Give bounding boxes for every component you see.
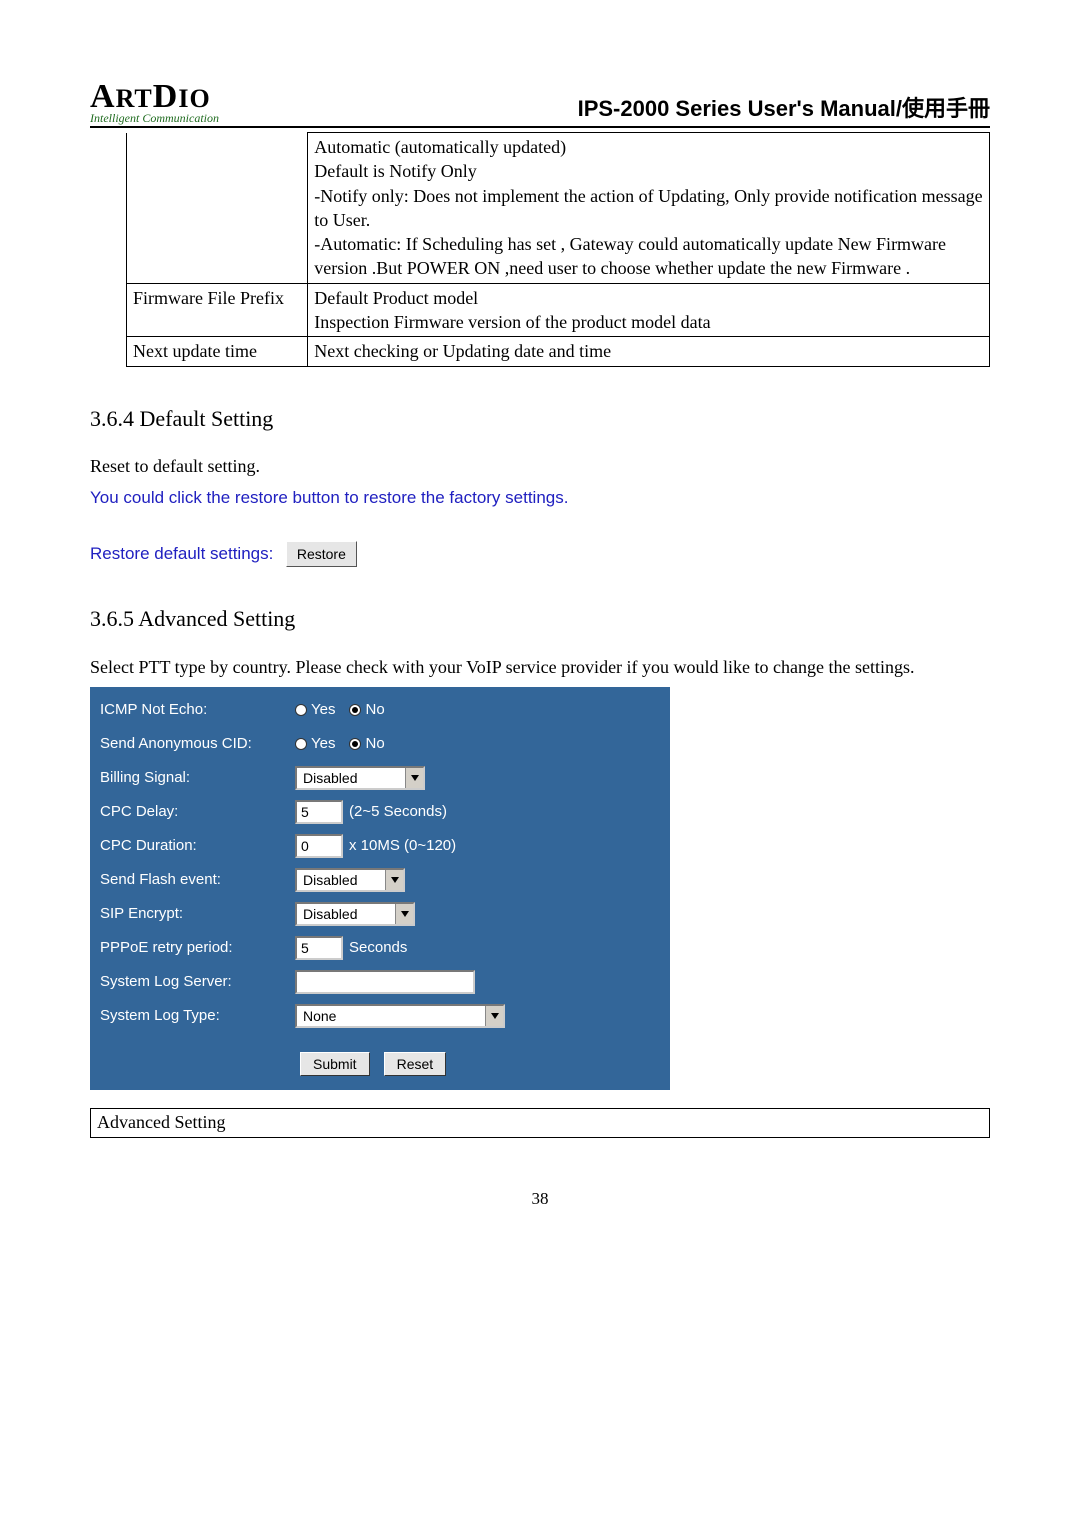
adv-label: CPC Delay: [100,802,295,822]
adv-row: PPPoE retry period: Seconds [100,931,660,965]
input-systemlogserver[interactable] [295,970,475,994]
adv-button-row: Submit Reset [100,1055,660,1075]
adv-label: SIP Encrypt: [100,904,295,924]
adv-label: Send Anonymous CID: [100,734,295,754]
chevron-down-icon [405,768,423,788]
select-sendflashevent[interactable]: Disabled [295,868,405,892]
adv-label: System Log Type: [100,1006,295,1026]
input-suffix: x 10MS (0~120) [349,836,456,856]
adv-row: Send Anonymous CID: Yes No [100,727,660,761]
radio-label: No [365,700,384,720]
adv-label: PPPoE retry period: [100,938,295,958]
logo-sub: Intelligent Communication [90,112,219,124]
advanced-caption-table: Advanced Setting [90,1108,990,1137]
adv-row: System Log Type:None [100,999,660,1033]
adv-label: Send Flash event: [100,870,295,890]
adv-row: CPC Duration: x 10MS (0~120) [100,829,660,863]
input-suffix: (2~5 Seconds) [349,802,447,822]
adv-row: Send Flash event:Disabled [100,863,660,897]
header-rule [90,126,990,128]
adv-label: System Log Server: [100,972,295,992]
restore-button[interactable]: Restore [286,541,357,567]
adv-row: ICMP Not Echo: Yes No [100,693,660,727]
adv-row: CPC Delay: (2~5 Seconds) [100,795,660,829]
chevron-down-icon [485,1006,503,1026]
adv-label: ICMP Not Echo: [100,700,295,720]
table-cell-right: Default Product modelInspection Firmware… [308,283,990,337]
radio-yes[interactable] [295,738,307,750]
chevron-down-icon [395,904,413,924]
advanced-caption-cell: Advanced Setting [91,1109,990,1137]
table-cell-left [127,133,308,284]
chevron-down-icon [385,870,403,890]
select-systemlogtype[interactable]: None [295,1004,505,1028]
select-billingsignal[interactable]: Disabled [295,766,425,790]
restore-block: You could click the restore button to re… [90,487,990,567]
radio-no[interactable] [349,704,361,716]
section-heading-default: 3.6.4 Default Setting [90,405,990,434]
radio-label: No [365,734,384,754]
adv-label: CPC Duration: [100,836,295,856]
adv-label: Billing Signal: [100,768,295,788]
radio-yes[interactable] [295,704,307,716]
input-suffix: Seconds [349,938,407,958]
reset-button[interactable]: Reset [384,1052,447,1076]
logo-main: ARTDIO [90,80,219,114]
adv-row: SIP Encrypt:Disabled [100,897,660,931]
advanced-settings-panel: ICMP Not Echo: Yes No Send Anonymous CID: Ye… [90,687,670,1091]
table-cell-right: Next checking or Updating date and time [308,337,990,366]
restore-hint: You could click the restore button to re… [90,487,990,509]
input-cpcdelay[interactable] [295,800,343,824]
table-cell-left: Firmware File Prefix [127,283,308,337]
page-number: 38 [90,1188,990,1210]
submit-button[interactable]: Submit [300,1052,370,1076]
input-pppoeretryperiod[interactable] [295,936,343,960]
document-title: IPS-2000 Series User's Manual/使用手冊 [578,95,990,124]
adv-row: System Log Server: [100,965,660,999]
radio-no[interactable] [349,738,361,750]
advanced-intro: Select PTT type by country. Please check… [90,656,990,679]
select-sipencrypt[interactable]: Disabled [295,902,415,926]
logo: ARTDIO Intelligent Communication [90,80,219,124]
table-cell-left: Next update time [127,337,308,366]
radio-label: Yes [311,700,335,720]
default-para: Reset to default setting. [90,455,990,478]
restore-label: Restore default settings: [90,543,273,565]
page-header: ARTDIO Intelligent Communication IPS-200… [90,80,990,124]
input-cpcduration[interactable] [295,834,343,858]
firmware-table: Automatic (automatically updated)Default… [126,132,990,367]
adv-row: Billing Signal:Disabled [100,761,660,795]
radio-label: Yes [311,734,335,754]
section-heading-advanced: 3.6.5 Advanced Setting [90,605,990,634]
table-cell-right: Automatic (automatically updated)Default… [308,133,990,284]
